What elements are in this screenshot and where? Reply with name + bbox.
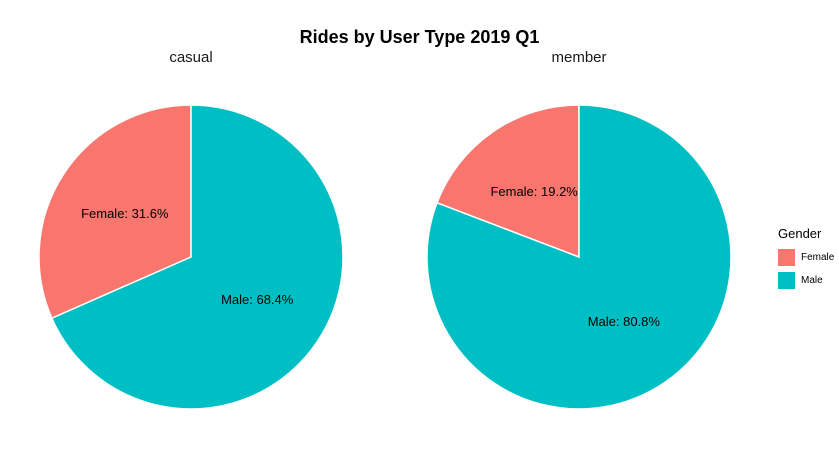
pie-slice-member-female	[436, 104, 580, 259]
pie-member: Female: 19.2% Male: 80.8%	[426, 104, 732, 410]
legend-label-male: Male	[801, 275, 823, 286]
facet-label-member: member	[551, 49, 607, 66]
pie-casual: Female: 31.6% Male: 68.4%	[38, 104, 344, 410]
legend-item-male: Male	[778, 270, 834, 291]
slice-label-member-male: Male: 80.8%	[588, 314, 661, 329]
slice-label-member-female: Female: 19.2%	[490, 184, 578, 199]
slice-label-casual-male: Male: 68.4%	[221, 292, 294, 307]
slice-label-casual-female: Female: 31.6%	[81, 206, 169, 221]
legend-key-female	[778, 249, 795, 266]
facet-label-casual: casual	[169, 49, 213, 66]
legend-item-female: Female	[778, 247, 834, 268]
pie-slice-member-male	[426, 104, 732, 410]
legend-label-female: Female	[801, 252, 835, 263]
pie-slice-casual-male	[50, 104, 344, 410]
legend-key-male	[778, 272, 795, 289]
legend: Gender Female Male	[778, 226, 834, 293]
chart-title: Rides by User Type 2019 Q1	[299, 27, 540, 47]
pie-slice-casual-female	[38, 104, 192, 320]
legend-title: Gender	[778, 226, 822, 241]
